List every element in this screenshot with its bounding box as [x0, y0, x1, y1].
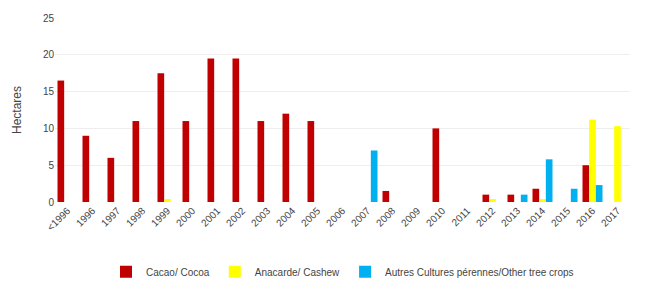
svg-text:0: 0: [48, 197, 54, 208]
svg-text:2000: 2000: [174, 205, 198, 229]
svg-text:2004: 2004: [274, 205, 298, 229]
svg-text:2013: 2013: [499, 205, 523, 229]
svg-text:Hectares: Hectares: [10, 86, 24, 134]
svg-text:1997: 1997: [99, 205, 123, 229]
svg-text:2003: 2003: [249, 205, 273, 229]
svg-text:2012: 2012: [474, 205, 498, 229]
svg-text:1998: 1998: [124, 205, 148, 229]
svg-text:2014: 2014: [524, 205, 548, 229]
svg-text:2011: 2011: [449, 205, 472, 228]
svg-text:2016: 2016: [574, 205, 598, 229]
svg-text:2009: 2009: [399, 205, 423, 229]
svg-text:<1996: <1996: [45, 205, 73, 233]
svg-text:2015: 2015: [549, 205, 573, 229]
svg-text:Cacao/ Cocoa: Cacao/ Cocoa: [146, 267, 210, 278]
svg-text:5: 5: [48, 160, 54, 171]
svg-text:2017: 2017: [599, 205, 623, 229]
svg-text:2001: 2001: [199, 205, 223, 229]
svg-text:Autres Cultures pérennes/Other: Autres Cultures pérennes/Other tree crop…: [385, 267, 573, 278]
svg-text:2002: 2002: [224, 205, 248, 229]
svg-text:10: 10: [43, 123, 55, 134]
svg-text:2007: 2007: [349, 205, 373, 229]
svg-text:1999: 1999: [149, 205, 173, 229]
svg-text:25: 25: [43, 13, 55, 24]
svg-text:1996: 1996: [74, 205, 98, 229]
svg-text:20: 20: [43, 49, 55, 60]
svg-text:2005: 2005: [299, 205, 323, 229]
svg-text:2010: 2010: [424, 205, 448, 229]
svg-text:15: 15: [43, 86, 55, 97]
svg-text:Anacarde/ Cashew: Anacarde/ Cashew: [255, 267, 340, 278]
svg-text:2006: 2006: [324, 205, 348, 229]
svg-text:2008: 2008: [374, 205, 398, 229]
